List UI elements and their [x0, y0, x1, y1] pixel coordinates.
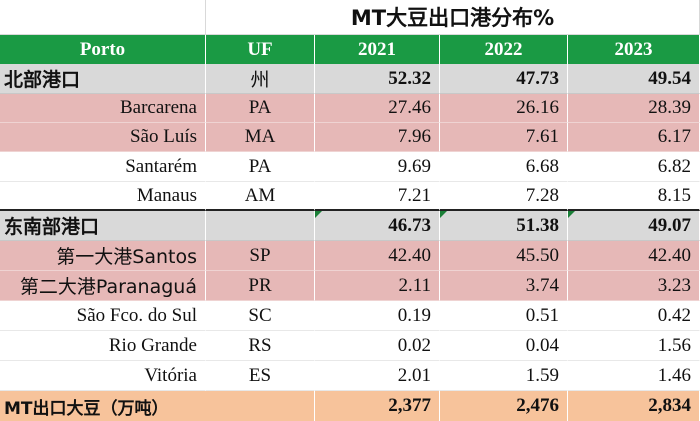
header-2023[interactable]: 2023 — [568, 35, 700, 64]
total-row: MT出口大豆（万吨） 2,377 2,476 2,834 — [0, 391, 700, 421]
value-2022-cell[interactable]: 47.73 — [440, 64, 568, 94]
value-2022-cell[interactable]: 26.16 — [440, 94, 568, 123]
port-cell[interactable]: Barcarena — [0, 94, 206, 123]
uf-cell[interactable]: ES — [206, 361, 315, 391]
table-row: Barcarena PA 27.46 26.16 28.39 — [0, 94, 700, 123]
value-2023-cell[interactable]: 8.15 — [568, 182, 700, 211]
uf-cell[interactable]: 州 — [206, 64, 315, 94]
value-2021-cell[interactable]: 0.02 — [315, 331, 440, 361]
value-2022-cell[interactable]: 0.04 — [440, 331, 568, 361]
value-2023-cell[interactable]: 42.40 — [568, 241, 700, 271]
value-2021-cell[interactable]: 2.11 — [315, 271, 440, 301]
table-row: São Luís MA 7.96 7.61 6.17 — [0, 123, 700, 152]
table-row: São Fco. do Sul SC 0.19 0.51 0.42 — [0, 301, 700, 331]
value-2022-cell[interactable]: 51.38 — [440, 211, 568, 241]
table-row: 第一大港Santos SP 42.40 45.50 42.40 — [0, 241, 700, 271]
total-label-cell[interactable]: MT出口大豆（万吨） — [0, 391, 315, 421]
value-2022-cell[interactable]: 1.59 — [440, 361, 568, 391]
title-row: MT大豆出口港分布% — [0, 0, 700, 35]
port-cell[interactable]: Vitória — [0, 361, 206, 391]
total-2023-cell[interactable]: 2,834 — [568, 391, 700, 421]
table-row: 第二大港Paranaguá PR 2.11 3.74 3.23 — [0, 271, 700, 301]
group-row-north: 北部港口 州 52.32 47.73 49.54 — [0, 64, 700, 94]
value-2023-cell[interactable]: 0.42 — [568, 301, 700, 331]
value-2021-cell[interactable]: 2.01 — [315, 361, 440, 391]
total-2021-cell[interactable]: 2,377 — [315, 391, 440, 421]
port-cell[interactable]: 第一大港Santos — [0, 241, 206, 271]
port-cell[interactable]: 第二大港Paranaguá — [0, 271, 206, 301]
header-2021[interactable]: 2021 — [315, 35, 440, 64]
header-2022[interactable]: 2022 — [440, 35, 568, 64]
uf-cell[interactable]: AM — [206, 182, 315, 211]
comment-indicator-icon — [315, 211, 322, 218]
value-2022-cell[interactable]: 45.50 — [440, 241, 568, 271]
port-cell[interactable]: São Fco. do Sul — [0, 301, 206, 331]
uf-cell[interactable]: RS — [206, 331, 315, 361]
uf-cell[interactable]: PA — [206, 152, 315, 182]
value-2021-cell[interactable]: 27.46 — [315, 94, 440, 123]
value-2022-cell[interactable]: 6.68 — [440, 152, 568, 182]
value-2023-cell[interactable]: 1.46 — [568, 361, 700, 391]
table-title: MT大豆出口港分布% — [350, 6, 555, 30]
header-row: Porto UF 2021 2022 2023 — [0, 35, 700, 64]
port-cell[interactable]: Rio Grande — [0, 331, 206, 361]
total-2022-cell[interactable]: 2,476 — [440, 391, 568, 421]
port-cell[interactable]: Santarém — [0, 152, 206, 182]
port-cell[interactable]: 北部港口 — [0, 64, 206, 94]
value-2022-cell[interactable]: 3.74 — [440, 271, 568, 301]
value-2023-cell[interactable]: 49.54 — [568, 64, 700, 94]
group-row-southeast: 东南部港口 46.73 51.38 49.07 — [0, 211, 700, 241]
value-2022-cell[interactable]: 7.28 — [440, 182, 568, 211]
value-2021-cell[interactable]: 0.19 — [315, 301, 440, 331]
value-2022-cell[interactable]: 0.51 — [440, 301, 568, 331]
value-2023-cell[interactable]: 6.17 — [568, 123, 700, 152]
table-row: Santarém PA 9.69 6.68 6.82 — [0, 152, 700, 182]
uf-cell[interactable]: PR — [206, 271, 315, 301]
table-row: Rio Grande RS 0.02 0.04 1.56 — [0, 331, 700, 361]
comment-indicator-icon — [440, 211, 447, 218]
value-2022-cell[interactable]: 7.61 — [440, 123, 568, 152]
port-cell[interactable]: 东南部港口 — [0, 211, 206, 241]
value-2021-cell[interactable]: 46.73 — [315, 211, 440, 241]
table-row: Vitória ES 2.01 1.59 1.46 — [0, 361, 700, 391]
port-cell[interactable]: Manaus — [0, 182, 206, 211]
title-cell[interactable]: MT大豆出口港分布% — [206, 0, 700, 35]
uf-cell[interactable]: SP — [206, 241, 315, 271]
value-2023-cell[interactable]: 6.82 — [568, 152, 700, 182]
title-blank-cell[interactable] — [0, 0, 206, 35]
table-row: Manaus AM 7.21 7.28 8.15 — [0, 182, 700, 211]
uf-cell[interactable] — [206, 211, 315, 241]
header-uf[interactable]: UF — [206, 35, 315, 64]
value-2023-cell[interactable]: 1.56 — [568, 331, 700, 361]
value-2021-cell[interactable]: 52.32 — [315, 64, 440, 94]
value-2021-cell[interactable]: 7.96 — [315, 123, 440, 152]
value-2021-cell[interactable]: 7.21 — [315, 182, 440, 211]
header-porto[interactable]: Porto — [0, 35, 206, 64]
value-2023-cell[interactable]: 28.39 — [568, 94, 700, 123]
uf-cell[interactable]: MA — [206, 123, 315, 152]
port-cell[interactable]: São Luís — [0, 123, 206, 152]
value-2021-cell[interactable]: 42.40 — [315, 241, 440, 271]
value-2023-cell[interactable]: 49.07 — [568, 211, 700, 241]
uf-cell[interactable]: PA — [206, 94, 315, 123]
comment-indicator-icon — [568, 211, 575, 218]
value-2021-cell[interactable]: 9.69 — [315, 152, 440, 182]
uf-cell[interactable]: SC — [206, 301, 315, 331]
value-2023-cell[interactable]: 3.23 — [568, 271, 700, 301]
